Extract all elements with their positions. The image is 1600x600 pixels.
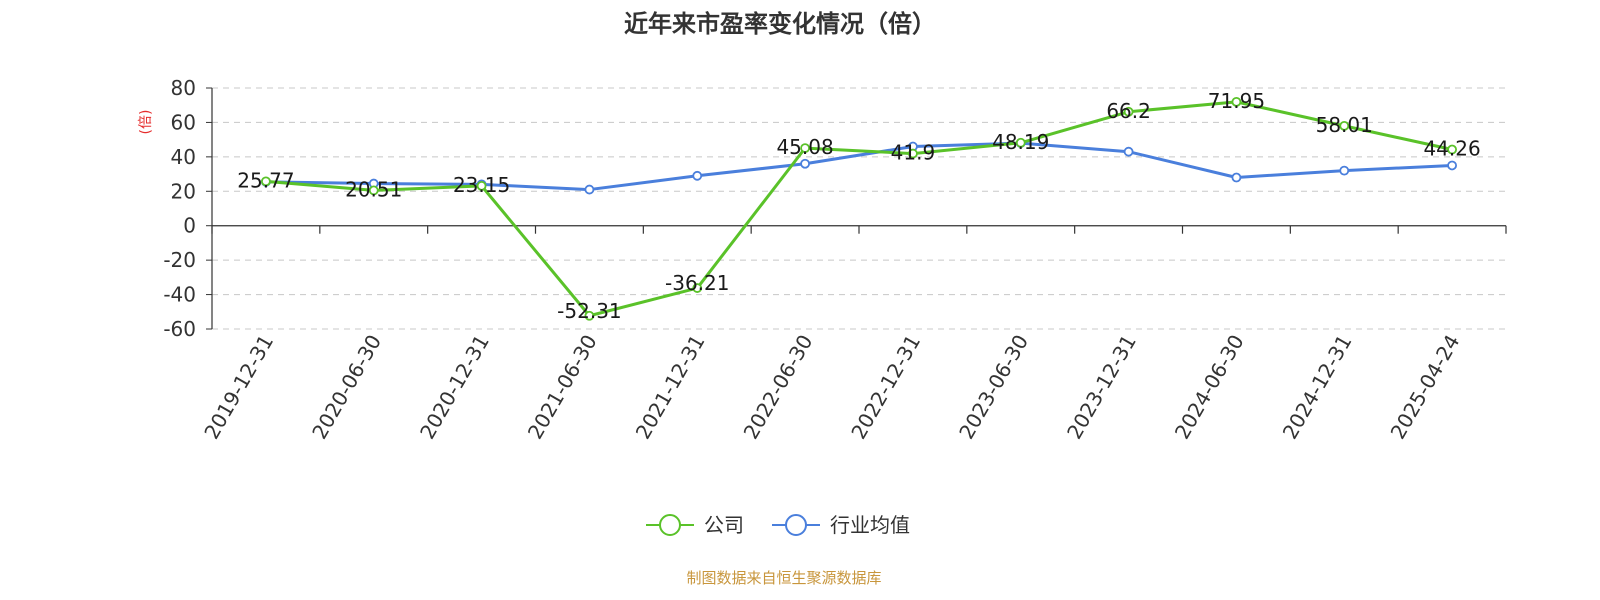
data-point-company[interactable] bbox=[1339, 120, 1350, 131]
data-point-company[interactable] bbox=[1447, 144, 1457, 155]
data-point-industry-average[interactable] bbox=[1339, 165, 1350, 176]
data-source-note: 制图数据来自恒生聚源数据库 bbox=[686, 569, 881, 587]
x-tick-label: 2024-06-30 bbox=[1170, 331, 1249, 444]
data-label-company: 45.08 bbox=[776, 135, 833, 159]
legend-item-industry-average[interactable]: 行业均值 bbox=[772, 513, 910, 537]
data-label-company: 41.9 bbox=[891, 141, 936, 165]
x-tick-label: 2022-12-31 bbox=[846, 331, 925, 444]
y-tick-label: -20 bbox=[163, 248, 196, 272]
data-label-company: 20.51 bbox=[345, 177, 402, 201]
x-tick-label: 2020-06-30 bbox=[307, 331, 386, 444]
series-lines bbox=[265, 100, 1453, 318]
y-tick-label: -40 bbox=[163, 283, 196, 307]
data-label-company: 58.01 bbox=[1316, 113, 1373, 137]
data-point-industry-average[interactable] bbox=[1231, 172, 1242, 183]
data-point-company[interactable] bbox=[908, 148, 918, 159]
x-tick-label: 2021-12-31 bbox=[631, 331, 710, 444]
data-point-company[interactable] bbox=[368, 185, 379, 196]
data-point-company[interactable] bbox=[692, 283, 703, 293]
data-label-company: 71.95 bbox=[1208, 89, 1265, 113]
axes bbox=[211, 88, 1507, 329]
data-label-company: 23.15 bbox=[453, 173, 510, 197]
x-tick-label: 2023-06-30 bbox=[954, 331, 1033, 444]
data-point-company[interactable] bbox=[261, 176, 271, 187]
y-tick-label: 40 bbox=[171, 145, 196, 169]
data-label-company: 44.26 bbox=[1423, 137, 1480, 161]
data-labels: 25.77 20.51 23.15 -52.31 -36.21 45.08 41.9 48.1… bbox=[237, 89, 1480, 323]
data-label-company: -36.21 bbox=[665, 271, 729, 295]
series-line-company bbox=[265, 100, 1453, 318]
data-label-company: 66.2 bbox=[1106, 99, 1151, 123]
series-line-industry-average bbox=[265, 141, 1453, 192]
y-tick-labels: 80 60 40 20 0 -20 -40 -60 bbox=[163, 76, 212, 341]
legend-item-company[interactable]: 公司 bbox=[646, 513, 744, 537]
x-tick-label: 2022-06-30 bbox=[739, 331, 818, 444]
data-point-company[interactable] bbox=[800, 143, 810, 154]
y-tick-label: 0 bbox=[183, 214, 196, 238]
x-tick-label: 2025-04-24 bbox=[1386, 331, 1465, 444]
data-point-company[interactable] bbox=[584, 310, 595, 321]
x-tick-label: 2023-12-31 bbox=[1062, 331, 1141, 444]
legend[interactable]: 公司 行业均值 bbox=[646, 513, 910, 537]
y-tick-label: -60 bbox=[163, 317, 196, 341]
data-point-industry-average[interactable] bbox=[1123, 146, 1134, 157]
x-tick-labels: 2019-12-31 2020-06-30 2020-12-31 2021-06-30… bbox=[199, 331, 1464, 444]
data-label-company: -52.31 bbox=[557, 299, 621, 323]
data-label-company: 48.19 bbox=[992, 130, 1049, 154]
y-tick-label: 20 bbox=[171, 179, 196, 203]
data-point-company[interactable] bbox=[1231, 96, 1242, 107]
data-point-industry-average[interactable] bbox=[1447, 160, 1457, 171]
data-point-company[interactable] bbox=[1123, 106, 1134, 117]
legend-label-industry-average: 行业均值 bbox=[830, 513, 910, 537]
x-tick-label: 2019-12-31 bbox=[199, 331, 278, 444]
data-label-company: 25.77 bbox=[237, 168, 294, 192]
data-point-industry-average[interactable] bbox=[800, 158, 810, 169]
data-point-company[interactable] bbox=[1015, 137, 1026, 148]
x-tick-label: 2020-12-31 bbox=[415, 331, 494, 444]
data-point-industry-average[interactable] bbox=[584, 184, 595, 195]
data-point-industry-average[interactable] bbox=[692, 170, 703, 181]
y-tick-label: 60 bbox=[171, 110, 196, 134]
data-points bbox=[261, 96, 1457, 321]
y-tick-label: 80 bbox=[171, 76, 196, 100]
x-tick-label: 2021-06-30 bbox=[523, 331, 602, 444]
legend-marker-industry-average bbox=[785, 514, 807, 536]
legend-label-company: 公司 bbox=[704, 513, 744, 537]
x-tick-label: 2024-12-31 bbox=[1278, 331, 1357, 444]
data-point-company[interactable] bbox=[476, 180, 487, 191]
gridlines bbox=[212, 87, 1506, 330]
y-axis-label: (倍) bbox=[138, 110, 154, 135]
legend-marker-company bbox=[659, 514, 681, 536]
chart-title: 近年来市盈率变化情况（倍） bbox=[624, 10, 936, 38]
